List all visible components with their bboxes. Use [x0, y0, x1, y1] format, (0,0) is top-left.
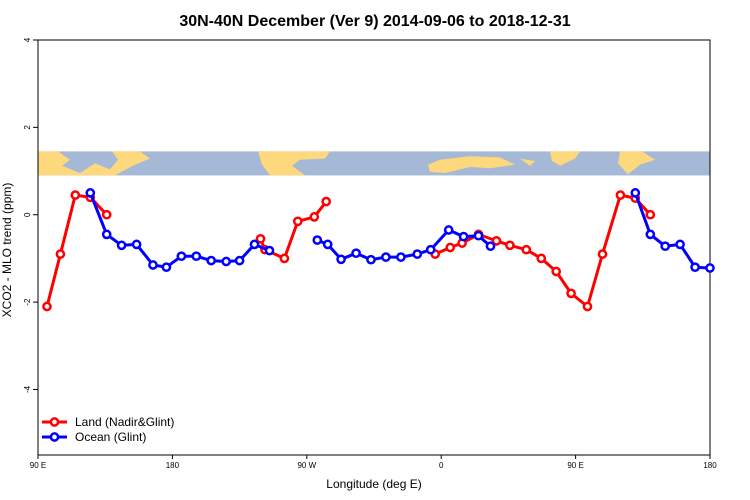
series-0-point-0-2 — [70, 190, 81, 200]
series-0-point-2-10 — [582, 301, 593, 312]
map-land-1 — [258, 151, 330, 176]
series-0-point-2-7 — [536, 253, 547, 264]
series-0-point-1-4 — [309, 212, 320, 222]
legend-label-0: Land (Nadir&Glint) — [75, 415, 174, 429]
series-1-point-1-8 — [425, 244, 436, 255]
x-tick-label-5: 180 — [703, 461, 717, 470]
series-1-point-1-0 — [312, 235, 323, 245]
series-0-point-2-14 — [645, 209, 656, 220]
chart-title: 30N-40N December (Ver 9) 2014-09-06 to 2… — [179, 13, 570, 30]
series-1-point-0-12 — [264, 245, 275, 256]
map-ocean — [38, 151, 710, 176]
series-1-point-2-0 — [630, 188, 641, 198]
series-layer — [42, 188, 715, 312]
series-0-point-1-5 — [321, 196, 332, 207]
map-land-4 — [550, 151, 580, 166]
series-1-point-1-7 — [412, 249, 423, 259]
series-1-point-2-2 — [660, 241, 671, 252]
series-1-point-0-2 — [116, 240, 127, 251]
series-1-line-2 — [633, 192, 711, 270]
series-0-point-2-4 — [491, 236, 502, 246]
series-1-point-1-11 — [473, 230, 484, 241]
series-1-point-0-7 — [191, 251, 202, 262]
y-tick-label-1: -2 — [23, 298, 32, 306]
series-0-point-2-9 — [566, 288, 576, 299]
series-0-point-0-4 — [101, 209, 112, 220]
y-tick-label-2: 0 — [23, 212, 32, 217]
x-axis-label: Longitude (deg E) — [326, 477, 421, 491]
legend: Land (Nadir&Glint)Ocean (Glint) — [42, 415, 174, 444]
series-1-point-0-3 — [131, 239, 142, 250]
series-0-point-2-1 — [445, 242, 456, 253]
x-tick-label-4: 90 E — [567, 461, 583, 470]
y-axis-label: XCO2 - MLO trend (ppm) — [0, 183, 14, 318]
series-1-point-0-9 — [221, 256, 232, 267]
map-land-3 — [520, 158, 535, 166]
series-0-line-2 — [434, 193, 652, 308]
x-tick-label-0: 90 E — [30, 461, 46, 470]
series-1-point-0-10 — [234, 255, 245, 266]
series-1-point-1-5 — [381, 252, 391, 262]
series-1-point-1-3 — [351, 248, 361, 259]
series-1-point-1-1 — [322, 239, 333, 250]
series-1-point-1-12 — [485, 241, 496, 252]
y-axis: -4 -2 0 2 4 — [23, 37, 38, 393]
series-1-point-0-11 — [249, 239, 260, 250]
x-tick-label-3: 0 — [439, 461, 444, 470]
series-0-point-1-0 — [255, 233, 266, 244]
map-land-0 — [38, 151, 150, 176]
series-1-point-2-3 — [675, 239, 685, 250]
plot-frame — [37, 39, 711, 456]
series-1-point-1-6 — [396, 252, 406, 262]
y-tick-label-3: 2 — [23, 125, 32, 130]
series-1-point-0-5 — [161, 262, 172, 273]
x-tick-label-1: 180 — [166, 461, 180, 470]
series-0-point-0-0 — [42, 301, 52, 312]
series-1-point-0-8 — [206, 255, 217, 266]
series-1-point-2-5 — [705, 263, 715, 273]
y-tick-label-0: -4 — [23, 385, 32, 393]
legend-marker-0 — [49, 417, 60, 427]
series-0-point-2-5 — [505, 240, 515, 251]
series-1-point-1-4 — [366, 254, 376, 265]
series-1-point-2-4 — [690, 262, 700, 273]
legend-marker-1 — [49, 432, 60, 442]
series-0-point-2-11 — [597, 249, 608, 259]
series-0-point-2-8 — [551, 266, 562, 277]
series-1-point-1-9 — [443, 225, 454, 235]
map-land-2 — [428, 156, 515, 174]
map-land-5 — [618, 151, 655, 175]
x-tick-label-2: 90 W — [297, 461, 316, 470]
series-1-point-1-10 — [458, 231, 469, 242]
series-1-point-2-1 — [645, 229, 656, 240]
series-0-point-1-2 — [279, 253, 290, 264]
series-1-point-0-1 — [101, 229, 112, 240]
world-map-band — [38, 151, 710, 176]
series-0-point-2-6 — [521, 244, 532, 255]
series-0-point-2-12 — [615, 190, 626, 200]
y-tick-label-4: 4 — [23, 37, 32, 42]
series-0-point-0-1 — [55, 249, 66, 259]
series-1-point-0-6 — [176, 251, 187, 262]
series-0-point-1-3 — [292, 216, 303, 227]
legend-label-1: Ocean (Glint) — [75, 430, 146, 444]
x-axis: 90 E 180 90 W 0 90 E 180 — [30, 455, 717, 470]
series-1-point-0-0 — [85, 188, 96, 198]
series-1-point-0-4 — [148, 260, 158, 270]
series-1-point-1-2 — [336, 254, 346, 265]
